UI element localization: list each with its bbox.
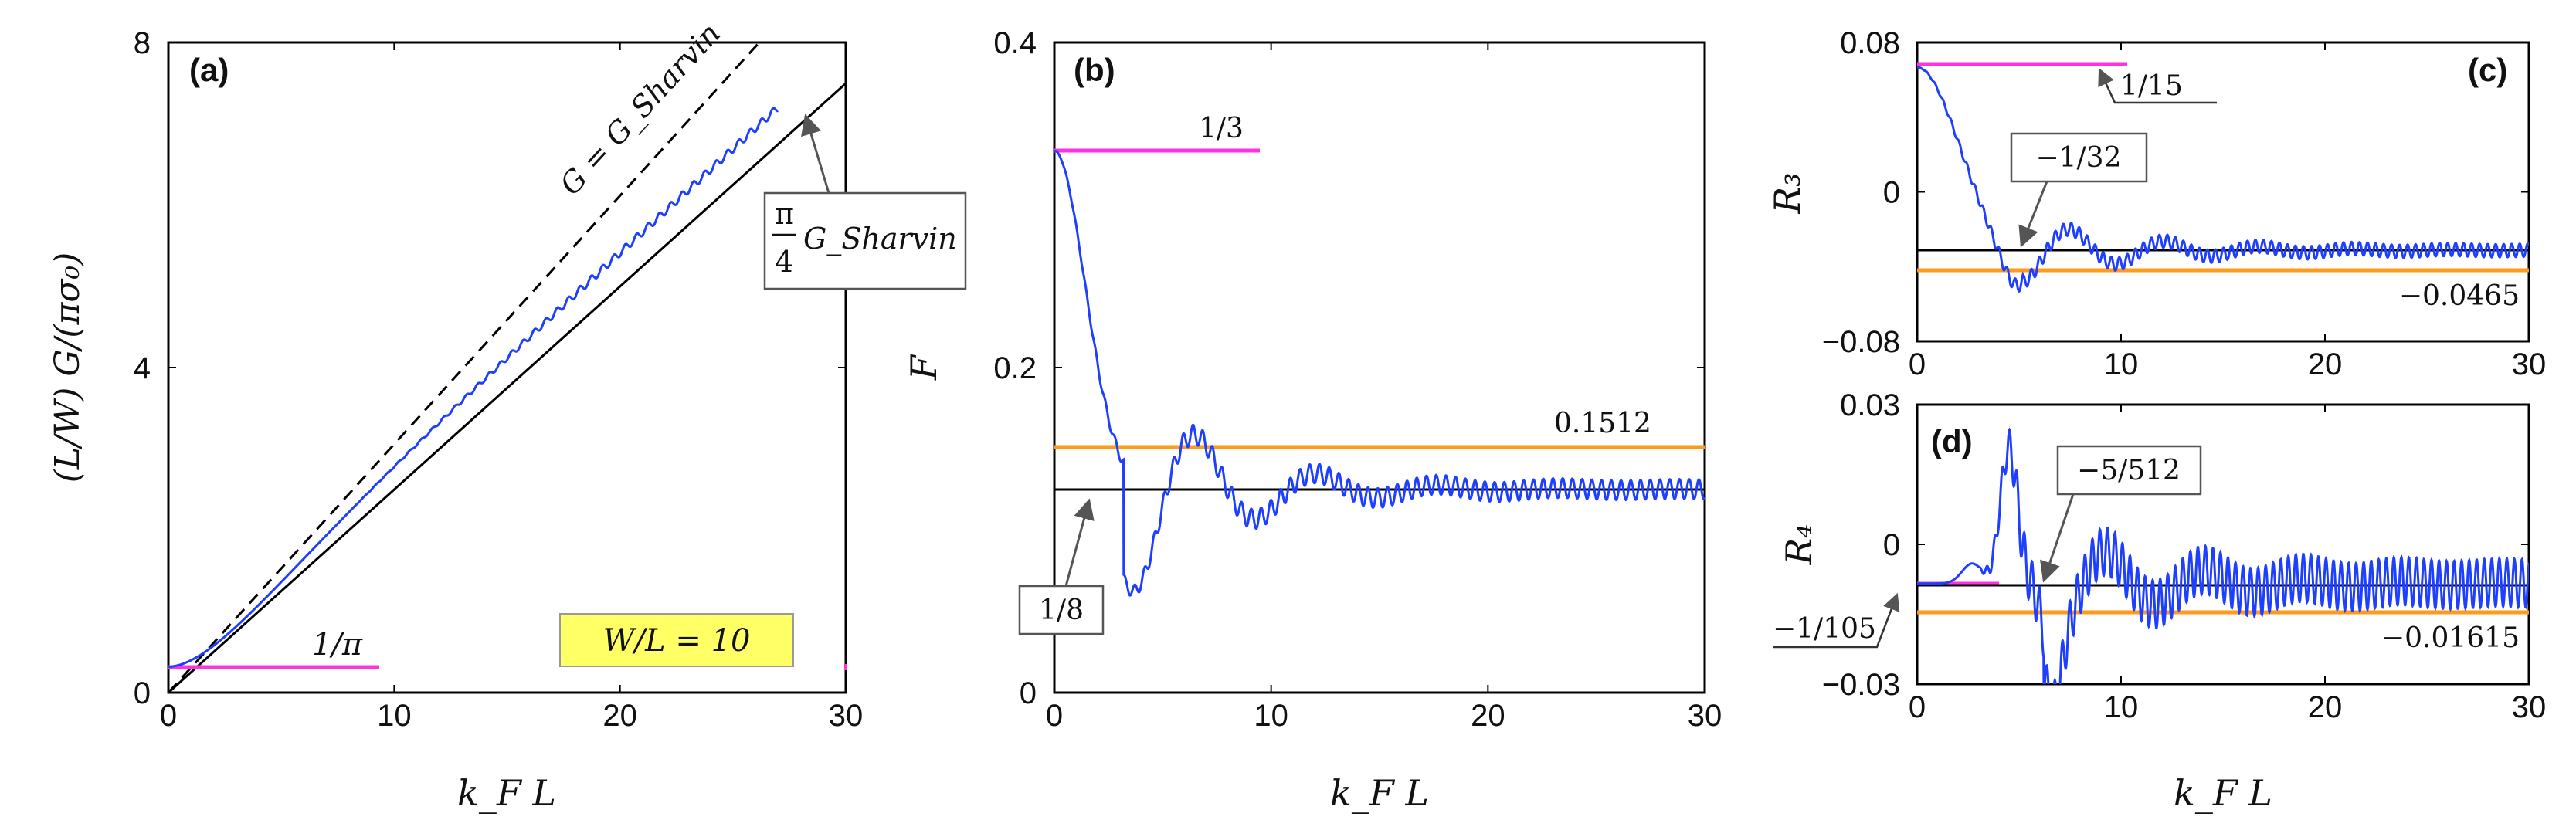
panel-b: 0 10 20 30 0 0.2 0.4 (b) 1/3 0.1512 1/8 F k_F … <box>903 26 1722 814</box>
panel-c-xtick-label: 20 <box>2308 347 2343 381</box>
conductance-curve <box>168 107 779 668</box>
panel-b-ylabel: F <box>903 354 945 381</box>
pi-over-4-suffix: G_Sharvin <box>803 222 957 256</box>
panel-c-ticks: 0 10 20 30 −0.08 0 0.08 <box>1822 26 2546 381</box>
panel-d-ytick-label: −0.03 <box>1822 668 1900 702</box>
hline-minus-1-over-32-box: −1/32 <box>2010 132 2148 248</box>
pi-over-4-numerator: π <box>775 197 794 231</box>
panel-b-xtick-label: 10 <box>1254 699 1288 733</box>
panel-a-xtick-label: 30 <box>829 699 864 733</box>
panel-c-xtick-label: 0 <box>1909 347 1926 381</box>
hline-1-over-pi-label: 1/π <box>312 627 363 662</box>
panel-d-xlabel: k_F L <box>2174 772 2272 814</box>
r3-curve <box>1917 66 2529 293</box>
panel-b-xtick-label: 20 <box>1471 699 1505 733</box>
hline-minus-0.01615-label: −0.01615 <box>2381 622 2520 654</box>
panel-a-ytick-label: 8 <box>134 26 151 60</box>
panel-d-xtick-label: 30 <box>2512 690 2547 724</box>
hline-minus-0.0465-label: −0.0465 <box>2399 280 2520 312</box>
sharvin-label: G = G_Sharvin <box>553 16 728 202</box>
hline-1-over-8-label: 1/8 <box>1039 595 1084 626</box>
panel-c: 0 10 20 30 −0.08 0 0.08 (c) 1/15 −1/32 −0.0465… <box>1767 26 2546 381</box>
hline-minus-1-over-32-label: −1/32 <box>2035 142 2121 174</box>
panel-a-ylabel: (L/W) G/(πσ₀) <box>48 252 87 483</box>
hline-minus-5-over-512-label: −5/512 <box>2077 455 2181 486</box>
panel-a-ticks: 0 10 20 30 0 4 8 <box>134 26 864 733</box>
hline-minus-1-over-105-annotation: −1/105 <box>1773 592 1900 649</box>
panel-a-xlabel: k_F L <box>457 772 556 814</box>
hline-1-over-3-label: 1/3 <box>1199 113 1244 144</box>
panel-c-ylabel: R₃ <box>1767 172 1808 214</box>
sharvin-dashed-line <box>168 42 761 693</box>
panel-d-xtick-label: 20 <box>2308 690 2343 724</box>
panel-d-ytick-label: 0 <box>1883 528 1900 562</box>
r4-curve <box>1917 427 2529 684</box>
panel-d-ytick-label: 0.03 <box>1840 388 1900 422</box>
panel-b-xtick-label: 30 <box>1688 699 1722 733</box>
panel-c-xtick-label: 10 <box>2104 347 2139 381</box>
ratio-box: W/L = 10 <box>559 613 794 667</box>
hline-0.1512-label: 0.1512 <box>1554 408 1651 439</box>
panel-a-ytick-label: 0 <box>134 676 151 710</box>
panel-a-xtick-label: 10 <box>377 699 412 733</box>
panel-b-ytick-label: 0.2 <box>993 351 1037 385</box>
panel-d-xtick-label: 10 <box>2104 690 2139 724</box>
panel-d: 0 10 20 30 −0.03 0 0.03 (d) −5/512 −1/105 −0.0… <box>1773 388 2546 814</box>
panel-c-ytick-label: 0.08 <box>1840 26 1900 60</box>
panel-a: 0 10 20 30 0 4 8 (a) G = G_Sharvin 1/π π 4 G_S… <box>48 16 967 814</box>
panel-a-xtick-label: 0 <box>160 699 177 733</box>
hline-minus-5-over-512-box: −5/512 <box>2040 445 2202 583</box>
panel-b-label: (b) <box>1074 52 1115 88</box>
panel-b-ticks: 0 10 20 30 0 0.2 0.4 <box>993 26 1722 733</box>
panel-b-xtick-label: 0 <box>1046 699 1063 733</box>
panel-a-ytick-label: 4 <box>134 351 151 385</box>
panel-b-ytick-label: 0.4 <box>993 26 1037 60</box>
panel-c-xtick-label: 30 <box>2512 347 2547 381</box>
hline-1-over-8-box: 1/8 <box>1018 498 1105 635</box>
panel-d-label: (d) <box>1931 423 1973 459</box>
panel-a-label: (a) <box>189 52 229 88</box>
panel-d-ylabel: R₄ <box>1778 524 1820 565</box>
panel-d-ticks: 0 10 20 30 −0.03 0 0.03 <box>1822 388 2546 724</box>
ratio-box-text: W/L = 10 <box>603 623 751 659</box>
panel-b-xlabel: k_F L <box>1330 772 1429 814</box>
pi-over-4-denominator: 4 <box>775 245 793 279</box>
pi-over-4-sharvin-line <box>168 82 846 693</box>
pi-over-4-box: π 4 G_Sharvin <box>763 114 967 290</box>
panel-b-frame <box>1053 41 1706 694</box>
fano-curve <box>1054 149 1705 597</box>
panel-c-ytick-label: 0 <box>1883 176 1900 210</box>
panel-c-ytick-label: −0.08 <box>1822 325 1900 359</box>
hline-1-over-15-annotation: 1/15 <box>2098 67 2217 104</box>
hline-1-over-15-label: 1/15 <box>2120 70 2183 102</box>
panel-d-xtick-label: 0 <box>1909 690 1926 724</box>
panel-b-ytick-label: 0 <box>1020 676 1037 710</box>
hline-minus-1-over-105-label: −1/105 <box>1773 613 1876 645</box>
panel-c-label: (c) <box>2468 52 2507 88</box>
panel-a-xtick-label: 20 <box>602 699 637 733</box>
